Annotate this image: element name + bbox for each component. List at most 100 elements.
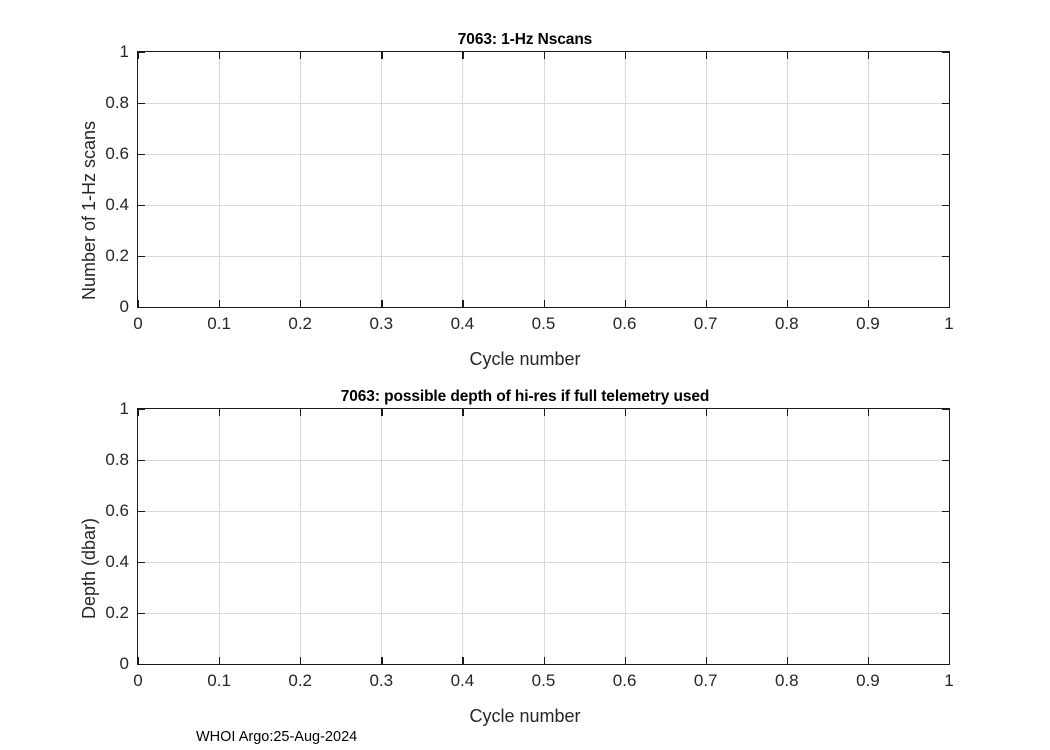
x-tick-mark [219, 300, 221, 307]
y-tick-mark [138, 562, 145, 564]
gridline-vertical [543, 409, 545, 664]
x-tick-mark [462, 300, 464, 307]
x-tick-label: 1 [944, 314, 954, 333]
y-tick-mark [138, 664, 145, 665]
x-tick-label: 0.4 [450, 314, 475, 333]
plot-area-nscans[interactable] [137, 51, 950, 308]
x-tick-mark [543, 300, 545, 307]
x-tick-mark [219, 52, 221, 59]
x-tick-mark [462, 52, 464, 59]
x-tick-mark [705, 657, 707, 664]
gridline-vertical [462, 409, 464, 664]
y-tick-label: 0.2 [105, 603, 129, 622]
gridline-vertical [705, 52, 707, 307]
y-tick-label: 0 [119, 654, 129, 673]
x-tick-mark [462, 409, 464, 416]
x-tick-label: 0.8 [774, 314, 799, 333]
gridline-vertical [381, 52, 383, 307]
y-tick-mark [138, 307, 145, 308]
x-axis-label-depth: Cycle number [469, 706, 581, 726]
y-tick-label: 0.6 [105, 501, 129, 520]
x-tick-mark [867, 300, 870, 307]
x-tick-label: 1 [944, 671, 954, 690]
x-tick-label: 0.5 [531, 671, 556, 690]
y-tick-label: 1 [119, 399, 129, 418]
y-tick-label: 0.8 [105, 450, 129, 469]
x-tick-mark [705, 300, 707, 307]
y-tick-mark [942, 52, 949, 54]
x-tick-mark [949, 409, 950, 416]
x-tick-mark [543, 409, 545, 416]
gridline-vertical [543, 52, 545, 307]
x-tick-mark [543, 657, 545, 664]
y-tick-mark [942, 307, 949, 308]
y-tick-mark [942, 664, 949, 665]
y-tick-mark [138, 511, 145, 513]
x-tick-label: 0.1 [207, 314, 231, 333]
x-tick-mark [138, 657, 140, 664]
gridline-vertical [462, 52, 464, 307]
gridline-vertical [705, 409, 707, 664]
x-tick-mark [949, 52, 950, 59]
y-tick-mark [138, 613, 145, 615]
x-tick-label: 0.1 [207, 671, 231, 690]
plot-area-depth[interactable] [137, 408, 950, 665]
x-tick-mark [624, 300, 626, 307]
y-tick-label: 0.6 [105, 144, 129, 163]
x-tick-mark [138, 409, 140, 416]
x-tick-mark [138, 300, 140, 307]
x-tick-label: 0 [133, 671, 143, 690]
y-tick-label: 0 [119, 297, 129, 316]
y-tick-mark [942, 256, 949, 258]
x-tick-label: 0.3 [369, 314, 394, 333]
y-tick-mark [942, 562, 949, 564]
x-tick-mark [786, 52, 789, 59]
x-tick-mark [300, 657, 302, 664]
x-tick-mark [705, 409, 707, 416]
x-tick-label: 0 [133, 314, 143, 333]
y-tick-mark [138, 154, 145, 156]
x-tick-label: 0.7 [693, 314, 718, 333]
x-tick-mark [867, 409, 870, 416]
gridline-vertical [786, 409, 788, 664]
y-tick-label: 0.4 [105, 195, 129, 214]
axes-nscans: 7063: 1-Hz Nscans Number of 1-Hz scans C… [79, 31, 954, 369]
x-tick-mark [462, 657, 464, 664]
x-tick-mark [624, 657, 626, 664]
x-tick-mark [138, 52, 140, 59]
y-tick-label: 0.8 [105, 93, 129, 112]
x-tick-label: 0.2 [288, 671, 313, 690]
y-tick-mark [138, 460, 145, 462]
gridline-horizontal [138, 154, 949, 155]
y-tick-label: 0.2 [105, 246, 129, 265]
x-tick-mark [949, 300, 950, 307]
y-tick-mark [138, 409, 145, 411]
x-tick-mark [219, 409, 221, 416]
gridline-horizontal [138, 103, 949, 104]
gridline-horizontal [138, 205, 949, 206]
gridline-vertical [624, 52, 626, 307]
x-tick-label: 0.9 [856, 671, 880, 690]
gridline-vertical [219, 52, 221, 307]
gridline-vertical [300, 409, 302, 664]
y-tick-label: 0.4 [105, 552, 129, 571]
x-tick-mark [381, 409, 383, 416]
x-tick-mark [300, 52, 302, 59]
gridline-horizontal [138, 511, 949, 512]
x-tick-label: 0.2 [288, 314, 313, 333]
x-tick-label: 0.3 [369, 671, 394, 690]
gridline-horizontal [138, 256, 949, 257]
y-tick-mark [942, 409, 949, 411]
x-tick-label: 0.8 [774, 671, 799, 690]
x-tick-mark [300, 300, 302, 307]
x-tick-mark [624, 409, 626, 416]
y-tick-mark [942, 154, 949, 156]
gridline-vertical [381, 409, 383, 664]
gridline-vertical [624, 409, 626, 664]
axes-depth: 7063: possible depth of hi-res if full t… [0, 357, 1050, 750]
gridline-vertical [219, 409, 221, 664]
x-tick-mark [381, 657, 383, 664]
x-tick-label: 0.9 [856, 314, 880, 333]
x-tick-mark [381, 300, 383, 307]
